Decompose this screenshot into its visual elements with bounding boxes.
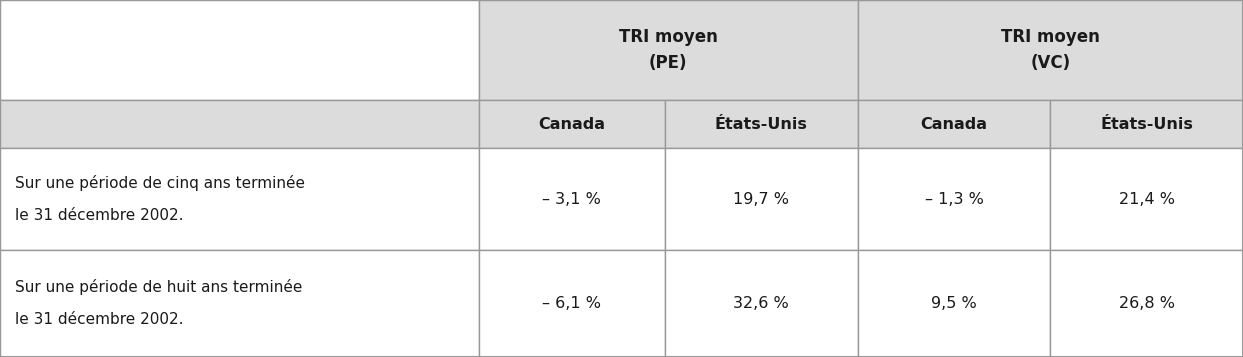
Bar	[1050, 250, 1243, 357]
Text: 21,4 %: 21,4 %	[1119, 191, 1175, 206]
Bar	[665, 250, 858, 357]
Text: États-Unis: États-Unis	[715, 116, 808, 131]
Text: – 6,1 %: – 6,1 %	[542, 296, 602, 311]
Text: TRI moyen
(VC): TRI moyen (VC)	[1001, 29, 1100, 71]
Bar	[1050, 148, 1243, 250]
Text: TRI moyen
(PE): TRI moyen (PE)	[619, 29, 717, 71]
Bar	[479, 0, 858, 100]
Text: – 1,3 %: – 1,3 %	[925, 191, 983, 206]
Bar	[858, 250, 1050, 357]
Text: 19,7 %: 19,7 %	[733, 191, 789, 206]
Bar	[0, 250, 479, 357]
Text: Sur une période de cinq ans terminée: Sur une période de cinq ans terminée	[15, 175, 305, 191]
Bar	[479, 100, 665, 148]
Text: 32,6 %: 32,6 %	[733, 296, 789, 311]
Bar	[479, 148, 665, 250]
Text: Sur une période de huit ans terminée: Sur une période de huit ans terminée	[15, 280, 302, 296]
Text: Canada: Canada	[921, 116, 987, 131]
Bar	[479, 250, 665, 357]
Bar	[0, 148, 479, 250]
Text: Canada: Canada	[538, 116, 605, 131]
Bar	[0, 0, 479, 100]
Bar	[665, 148, 858, 250]
Bar	[1050, 100, 1243, 148]
Bar	[858, 148, 1050, 250]
Text: États-Unis: États-Unis	[1100, 116, 1193, 131]
Text: – 3,1 %: – 3,1 %	[542, 191, 602, 206]
Text: le 31 décembre 2002.: le 31 décembre 2002.	[15, 312, 184, 327]
Bar	[0, 100, 479, 148]
Bar	[858, 0, 1243, 100]
Text: le 31 décembre 2002.: le 31 décembre 2002.	[15, 207, 184, 222]
Bar	[665, 100, 858, 148]
Bar	[858, 100, 1050, 148]
Text: 9,5 %: 9,5 %	[931, 296, 977, 311]
Text: 26,8 %: 26,8 %	[1119, 296, 1175, 311]
